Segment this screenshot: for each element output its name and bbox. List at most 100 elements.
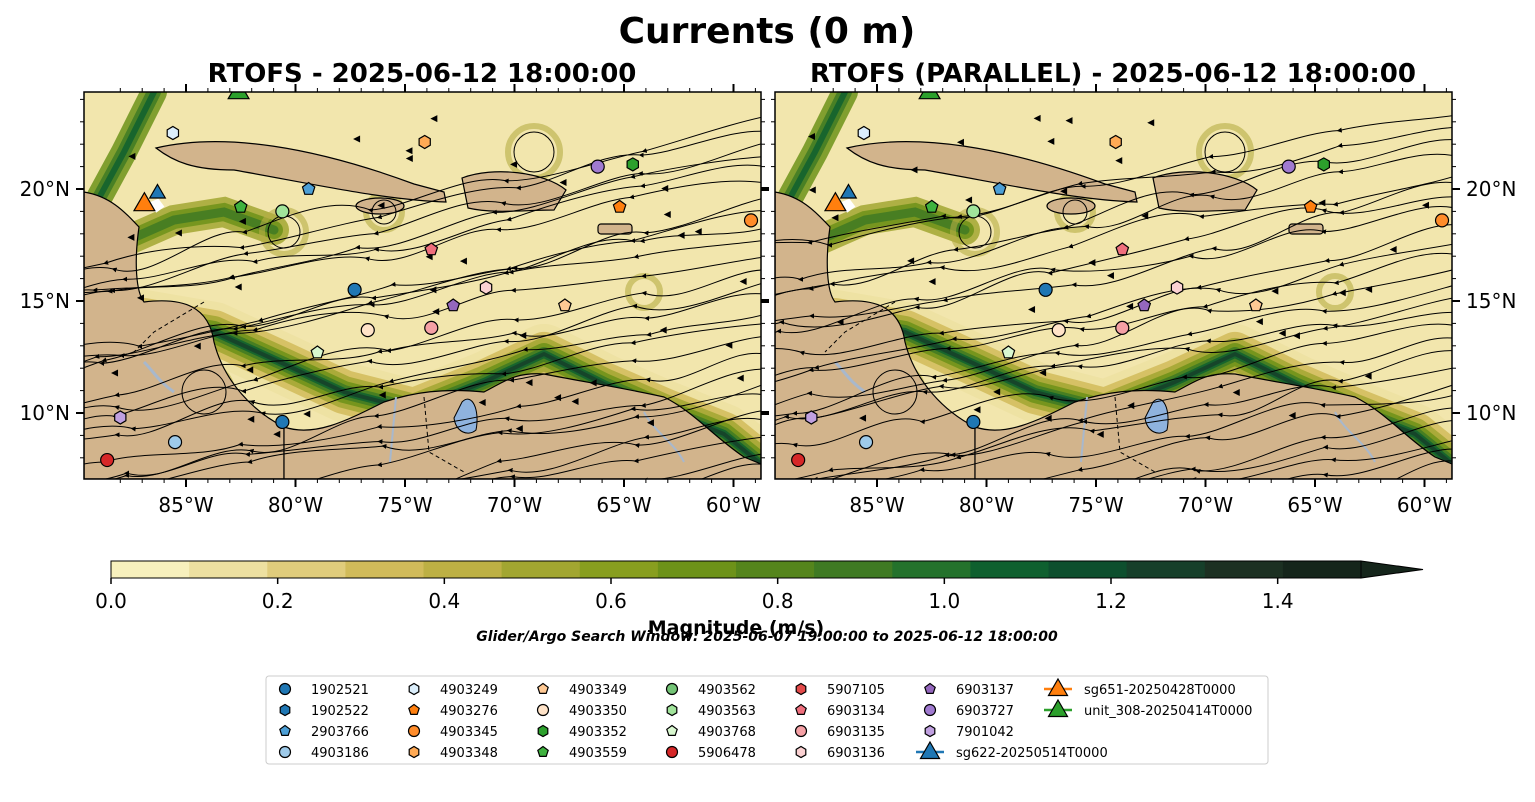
streamline-arrow (928, 278, 936, 286)
panel-frame (83, 91, 762, 480)
streamline-arrow (1115, 157, 1123, 165)
streamline-arrow (831, 214, 839, 222)
float-marker (1303, 199, 1318, 213)
legend-label: 6903136 (827, 746, 885, 761)
lat-tick-label: 20°N (20, 177, 70, 201)
colorbar-tick-label: 0.0 (95, 589, 127, 613)
float-marker (1137, 298, 1152, 312)
lat-tick-label: 15°N (1466, 289, 1516, 313)
streamline-arrow (127, 233, 135, 241)
float-marker (557, 298, 572, 312)
lon-tick-label: 85°W (158, 493, 213, 517)
streamline-arrow (554, 394, 562, 402)
legend-label: 4903186 (311, 746, 369, 761)
streamline (798, 440, 1452, 479)
streamline-arrow (694, 228, 702, 236)
float-marker (114, 410, 127, 425)
streamline-arrow (1338, 289, 1346, 297)
lon-tick-label: 65°W (1287, 493, 1342, 517)
streamline-arrow (510, 160, 518, 168)
float-marker (275, 204, 290, 219)
colorbar-segment (1204, 561, 1284, 578)
streamline-arrow (1126, 302, 1134, 310)
float-marker (233, 199, 248, 213)
streamline-arrow (1288, 411, 1296, 419)
legend-marker (279, 703, 291, 717)
streamline-arrow (174, 229, 182, 237)
colorbar-segment (657, 561, 737, 578)
colorbar-segment (423, 561, 503, 578)
float-marker (590, 159, 605, 174)
legend-marker (666, 703, 678, 717)
legend-marker (536, 703, 550, 717)
legend-marker (794, 724, 808, 738)
float-marker (966, 204, 981, 219)
panel-frame (774, 91, 1453, 480)
legend-marker (1047, 677, 1069, 697)
float-marker (857, 125, 871, 141)
streamline-arrow (659, 326, 667, 334)
streamline-arrow (589, 379, 597, 387)
streamline-arrow (405, 147, 413, 155)
colorbar-segment (1126, 561, 1206, 578)
legend-label: 4903559 (569, 746, 627, 761)
streamline-arrow (808, 186, 816, 194)
streamline-arrow (661, 185, 669, 193)
legend-marker (537, 745, 549, 758)
map-panel-right (775, 92, 1452, 479)
streamline-arrow (1147, 119, 1155, 127)
float-marker (424, 320, 439, 335)
streamline-arrow (993, 388, 1001, 396)
streamline-arrow (377, 202, 385, 210)
lon-tick-label: 70°W (1178, 493, 1233, 517)
streamline-eddy (1062, 199, 1088, 225)
colorbar-label: Magnitude (m/s) (648, 617, 825, 639)
legend-marker (537, 682, 549, 695)
streamline-arrow (432, 308, 440, 316)
streamline-arrow (910, 166, 918, 174)
legend-label: 4903345 (440, 725, 498, 740)
colorbar-segment (267, 561, 346, 578)
colorbar-frame (110, 560, 1362, 579)
streamline-arrow (515, 425, 523, 433)
float-marker (743, 213, 759, 228)
streamline-arrow (1044, 414, 1052, 422)
lat-tick-label: 10°N (1466, 401, 1516, 425)
streamline-eddy (371, 199, 397, 225)
colorbar-segment (189, 561, 268, 578)
streamline-arrow (234, 283, 242, 291)
streamline-arrow (725, 341, 733, 349)
streamline-arrow (1039, 369, 1047, 377)
legend-label: 1902521 (311, 683, 369, 698)
glider-track (144, 198, 165, 213)
legend-marker (924, 682, 936, 695)
legend-marker (924, 724, 936, 738)
glider-track (835, 198, 856, 213)
streamline-arrow (1365, 285, 1373, 293)
streamline-arrow (273, 430, 281, 438)
float-marker (360, 323, 375, 338)
panel-frames (83, 91, 1453, 480)
streamline-arrow (111, 369, 119, 377)
glider-unit308 (918, 92, 942, 100)
streamline-arrow (136, 294, 144, 302)
streamline-arrow (430, 115, 438, 123)
streamline-arrow (1033, 114, 1041, 122)
glider-unit308 (227, 92, 251, 100)
colorbar-segment (111, 561, 190, 578)
streamline-arrow (1047, 137, 1055, 145)
streamline (1395, 460, 1452, 479)
legend-label: 4903352 (569, 725, 627, 740)
legend: 1902521 1902522 2903766 4903186 4903249 49032… (265, 675, 1269, 765)
colorbar-tick-label: 1.0 (928, 589, 960, 613)
streamline-arrow (519, 331, 527, 339)
legend-label: 4903562 (698, 683, 756, 698)
streamline-arrow (1106, 272, 1114, 280)
streamline-arrow (1389, 246, 1397, 254)
legend-marker (278, 682, 292, 696)
colorbar-segment (970, 561, 1050, 578)
legend-label: unit_308-20250414T0000 (1084, 704, 1252, 719)
streamline-arrow (246, 366, 254, 374)
float-marker (310, 345, 325, 359)
float-marker (858, 435, 874, 450)
